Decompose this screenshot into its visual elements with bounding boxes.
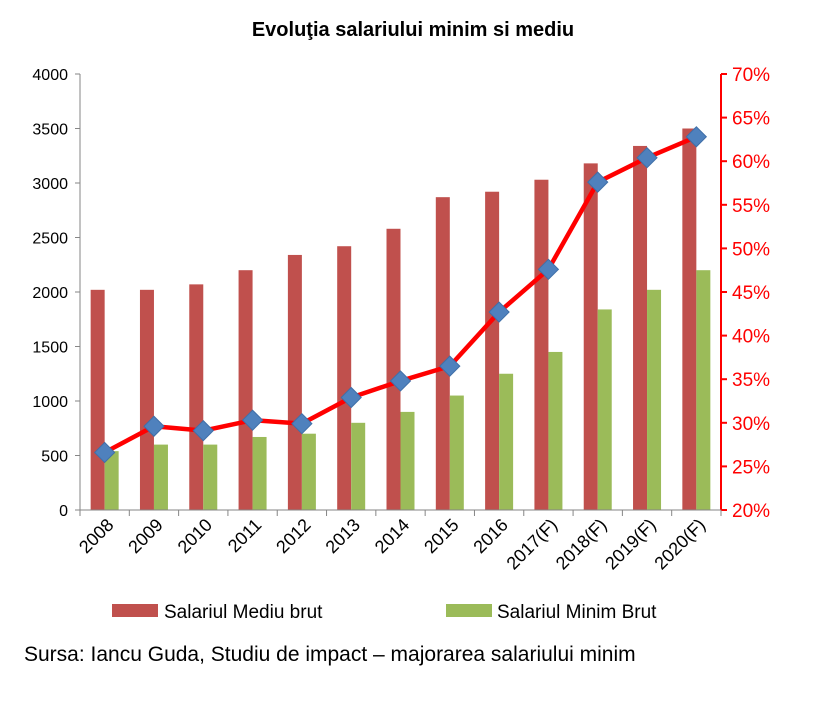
bar-salariul-minim (696, 270, 711, 510)
left-tick-label: 0 (59, 503, 68, 520)
ratio-point (537, 258, 560, 281)
bar-salariul-mediu (485, 191, 500, 510)
x-tick-label: 2019(F) (601, 515, 660, 574)
ratio-point (241, 409, 264, 431)
legend-swatch-minimum (446, 604, 492, 617)
bar-salariul-mediu (583, 163, 598, 510)
bar-salariul-minim (203, 444, 218, 510)
bar-salariul-minim (597, 309, 612, 510)
bar-salariul-minim (252, 436, 267, 510)
right-tick-label: 55% (732, 196, 770, 217)
x-tick-label: 2014 (371, 515, 413, 557)
bar-salariul-mediu (337, 246, 352, 510)
right-tick-label: 70% (732, 65, 770, 86)
ratio-line (93, 126, 708, 464)
legend-label-medium: Salariul Mediu brut (164, 602, 323, 623)
chart-title: Evoluţia salariului minim si mediu (252, 19, 574, 41)
bar-salariul-minim (301, 433, 316, 510)
bar-salariul-mediu (287, 254, 302, 510)
right-tick-label: 30% (732, 414, 770, 435)
x-tick-label: 2013 (322, 515, 364, 557)
bar-salariul-mediu (534, 179, 549, 511)
ratio-point (291, 412, 313, 435)
x-tick-label: 2017(F) (503, 515, 562, 574)
bar-salariul-minim (548, 351, 563, 510)
source-note: Sursa: Iancu Guda, Studiu de impact – ma… (24, 643, 636, 666)
x-tick-label: 2011 (224, 515, 266, 557)
left-tick-label: 3000 (32, 176, 68, 193)
right-tick-label: 50% (732, 239, 770, 260)
right-tick-label: 25% (732, 457, 770, 478)
x-tick-label: 2008 (75, 515, 117, 557)
x-axis: 2008 2009 2010 2011 2012 2013 2014 2015 20162017… (75, 509, 722, 574)
legend: Salariul Mediu brut Salariul Minim Brut (112, 602, 657, 623)
ratio-point (685, 126, 708, 148)
right-tick-label: 20% (732, 501, 770, 522)
ratio-point (93, 441, 116, 464)
bars (90, 128, 711, 511)
ratio-point (636, 147, 658, 169)
right-tick-label: 40% (732, 327, 770, 348)
left-tick-label: 4000 (32, 67, 68, 84)
bar-salariul-minim (400, 411, 415, 510)
ratio-point (192, 419, 214, 442)
x-tick-label: 2009 (124, 515, 166, 557)
left-axis: 0 500 1000 1500 2000 2500 3000 3500 4000 (32, 67, 81, 520)
right-axis: 20% 25% 30% 35% 40% 45% 50% 55% 60% 65% 70% (720, 65, 770, 522)
bar-salariul-mediu (90, 289, 105, 510)
bar-salariul-mediu (386, 228, 401, 510)
x-tick-label: 2020(F) (650, 515, 709, 574)
bar-salariul-minim (499, 373, 514, 510)
bar-salariul-minim (449, 395, 464, 510)
left-tick-label: 1500 (32, 340, 68, 357)
right-tick-label: 60% (732, 152, 770, 173)
left-tick-label: 3500 (32, 122, 68, 139)
legend-label-minimum: Salariul Minim Brut (497, 602, 657, 623)
legend-swatch-medium (112, 604, 158, 617)
x-tick-label: 2016 (469, 515, 511, 557)
right-tick-label: 35% (732, 370, 770, 391)
ratio-point (340, 386, 362, 409)
right-tick-label: 65% (732, 109, 770, 130)
bar-salariul-minim (153, 444, 168, 510)
bar-salariul-minim (104, 451, 119, 510)
bar-salariul-mediu (633, 145, 648, 510)
ratio-point (389, 370, 412, 392)
ratio-point (488, 301, 510, 323)
ratio-point (587, 171, 609, 193)
x-tick-label: 2010 (174, 515, 216, 557)
left-tick-label: 1000 (32, 394, 68, 411)
bar-salariul-minim (351, 422, 366, 510)
bar-salariul-mediu (189, 284, 204, 510)
right-tick-label: 45% (732, 283, 770, 304)
left-tick-label: 2000 (32, 285, 68, 302)
left-tick-label: 500 (41, 449, 68, 466)
x-tick-label: 2015 (420, 515, 462, 557)
x-tick-label: 2018(F) (552, 515, 611, 574)
ratio-point (439, 355, 461, 377)
bar-salariul-minim (647, 289, 662, 510)
bar-salariul-mediu (682, 128, 697, 510)
ratio-point (143, 415, 165, 437)
bar-salariul-mediu (435, 197, 450, 511)
bar-salariul-mediu (238, 270, 253, 510)
bar-salariul-mediu (139, 289, 154, 510)
x-tick-label: 2012 (272, 515, 314, 557)
left-tick-label: 2500 (32, 231, 68, 248)
